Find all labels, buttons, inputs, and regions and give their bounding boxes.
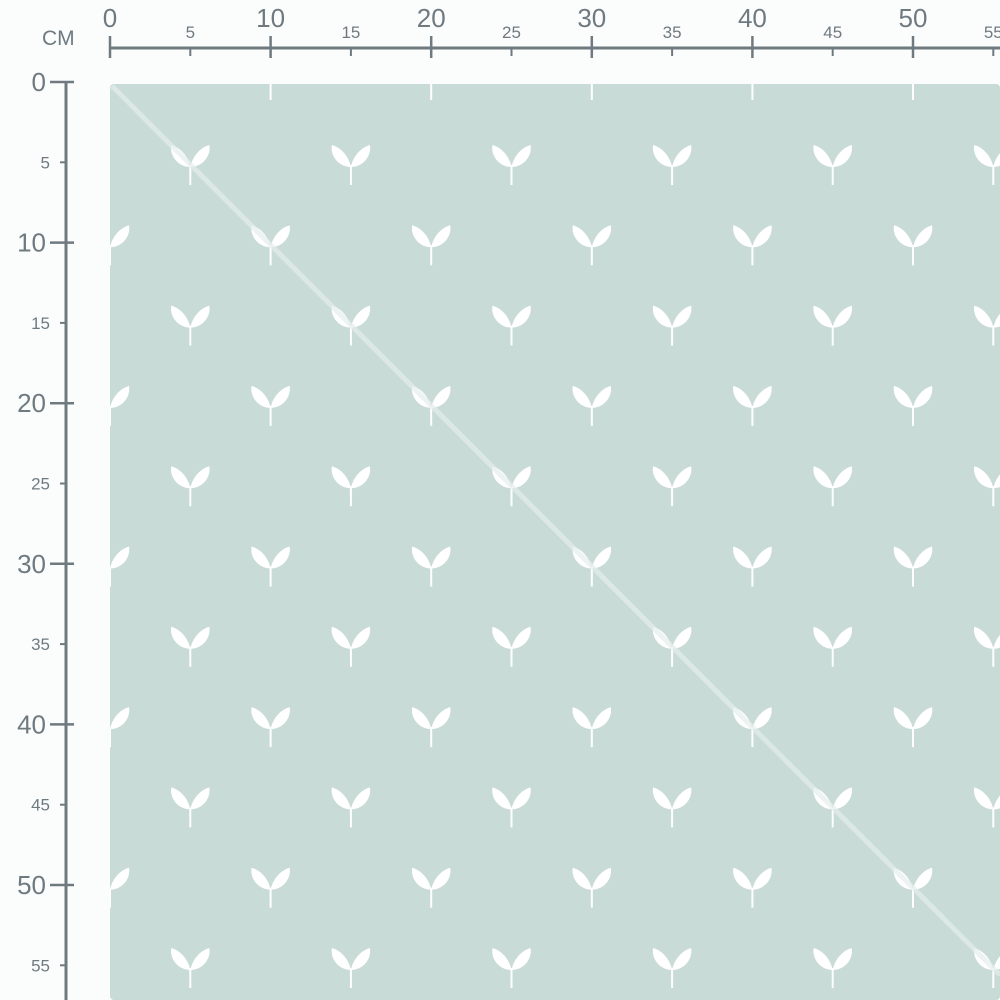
left-ruler-label: 10 bbox=[17, 228, 46, 258]
top-ruler-label: 25 bbox=[502, 23, 521, 42]
left-ruler-label: 20 bbox=[17, 388, 46, 418]
unit-label: CM bbox=[42, 27, 75, 50]
top-ruler-label: 55 bbox=[984, 23, 1000, 42]
left-ruler-label: 25 bbox=[31, 475, 50, 494]
left-ruler: 0 10 20 30 40 50 5 15 25 35 45 55 bbox=[17, 67, 74, 1000]
top-ruler-label: 15 bbox=[341, 23, 360, 42]
left-ruler-label: 15 bbox=[31, 314, 50, 333]
left-ruler-label: 55 bbox=[31, 956, 50, 975]
left-ruler-label: 30 bbox=[17, 549, 46, 579]
left-ruler-label: 45 bbox=[31, 796, 50, 815]
fabric-background bbox=[110, 84, 1000, 1000]
left-ruler-label: 50 bbox=[17, 870, 46, 900]
left-ruler-label: 0 bbox=[32, 67, 46, 97]
top-ruler-label: 20 bbox=[417, 3, 446, 33]
diagonal-fold-line bbox=[110, 84, 1000, 977]
left-ruler-label: 35 bbox=[31, 635, 50, 654]
top-ruler-label: 5 bbox=[186, 23, 195, 42]
top-ruler: 0 10 20 30 40 50 5 15 25 35 45 55 bbox=[103, 3, 1000, 58]
top-ruler-label: 50 bbox=[899, 3, 928, 33]
top-ruler-label: 40 bbox=[738, 3, 767, 33]
sprout-motifs bbox=[110, 84, 1000, 988]
top-ruler-label: 30 bbox=[577, 3, 606, 33]
left-ruler-label: 5 bbox=[41, 153, 50, 172]
left-ruler-label: 40 bbox=[17, 709, 46, 739]
top-ruler-label: 0 bbox=[103, 3, 117, 33]
top-ruler-label: 45 bbox=[823, 23, 842, 42]
top-ruler-label: 35 bbox=[663, 23, 682, 42]
top-ruler-label: 10 bbox=[256, 3, 285, 33]
fabric-swatch bbox=[110, 84, 1000, 1000]
